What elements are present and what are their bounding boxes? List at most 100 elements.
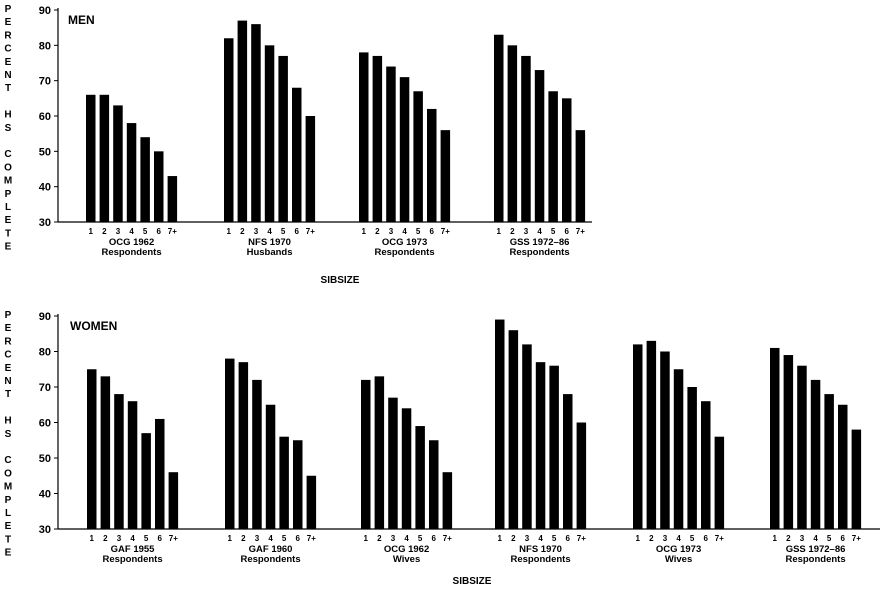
x-tick-label: 2	[375, 227, 380, 236]
x-tick-label: 1	[636, 534, 641, 543]
x-tick-label: 1	[228, 534, 233, 543]
y-axis-label-char: O	[4, 468, 12, 479]
y-tick-label: 90	[39, 311, 51, 323]
bar	[114, 394, 124, 529]
x-tick-label: 6	[566, 534, 571, 543]
x-tick-label: 7+	[441, 227, 450, 236]
x-tick-label: 3	[389, 227, 394, 236]
bar	[562, 98, 572, 222]
x-tick-label: 2	[510, 227, 515, 236]
bar	[401, 408, 412, 529]
bar	[714, 436, 725, 529]
bar	[386, 66, 396, 223]
x-tick-label: 5	[551, 227, 556, 236]
bar	[278, 55, 288, 222]
y-axis-label-char: T	[5, 389, 11, 400]
bar	[442, 472, 453, 529]
x-tick-label: 6	[296, 534, 301, 543]
x-tick-label: 5	[144, 534, 149, 543]
series-sublabel: Respondents	[509, 247, 569, 258]
bar	[797, 365, 807, 529]
x-tick-label: 1	[362, 227, 367, 236]
series-sublabel: Respondents	[374, 247, 434, 258]
bar	[167, 176, 178, 222]
x-tick-label: 6	[565, 227, 570, 236]
y-axis-label-char: E	[5, 548, 12, 559]
x-tick-label: 5	[418, 534, 423, 543]
series-sublabel: Respondents	[101, 247, 161, 258]
bar	[168, 472, 179, 529]
bar	[494, 34, 504, 222]
x-tick-label: 2	[241, 534, 246, 543]
bar	[535, 362, 546, 529]
bar	[126, 123, 137, 222]
x-tick-label: 5	[827, 534, 832, 543]
x-tick-label: 2	[786, 534, 791, 543]
y-axis-label-char: M	[4, 482, 12, 493]
x-tick-label: 2	[377, 534, 382, 543]
series-label: GSS 1972–86	[786, 544, 846, 555]
x-tick-label: 1	[227, 227, 232, 236]
y-axis-label-char: H	[4, 416, 11, 427]
x-tick-label: 1	[364, 534, 369, 543]
y-axis-label-char: E	[5, 323, 12, 334]
y-axis-label-char: T	[5, 228, 11, 239]
series-sublabel: Husbands	[247, 247, 293, 258]
y-axis-label-char: P	[5, 310, 12, 321]
x-tick-label: 7+	[169, 534, 178, 543]
y-tick-label: 90	[39, 5, 51, 17]
series-label: GAF 1955	[111, 544, 156, 555]
bar	[673, 369, 684, 529]
bar	[359, 52, 369, 223]
bar	[507, 45, 518, 223]
y-axis-label-char: T	[5, 534, 11, 545]
series-label: GAF 1960	[249, 544, 293, 555]
y-axis-label-char: R	[4, 30, 12, 41]
bar	[851, 429, 862, 529]
y-tick-label: 50	[39, 146, 51, 158]
bar	[155, 418, 165, 529]
bar	[225, 358, 235, 529]
y-tick-label: 30	[39, 217, 51, 229]
x-tick-label: 1	[89, 227, 94, 236]
bar	[548, 91, 558, 223]
y-axis-label-char: N	[4, 376, 11, 387]
x-tick-label: 7+	[852, 534, 861, 543]
y-tick-label: 60	[39, 111, 51, 123]
x-tick-label: 4	[130, 534, 135, 543]
x-tick-label: 5	[690, 534, 695, 543]
series-sublabel: Wives	[665, 554, 692, 565]
y-tick-label: 30	[39, 524, 51, 536]
x-tick-label: 4	[538, 534, 543, 543]
x-tick-label: 6	[430, 227, 435, 236]
x-axis-label: SIBSIZE	[453, 576, 492, 587]
y-axis-label-char: R	[4, 336, 12, 347]
bar	[549, 365, 559, 529]
bar	[305, 116, 316, 222]
bar	[372, 55, 383, 222]
bar	[575, 130, 586, 222]
y-axis-label-char: C	[4, 149, 11, 160]
bar	[576, 422, 587, 529]
bar	[660, 351, 670, 529]
x-tick-label: 3	[116, 227, 121, 236]
bar	[154, 151, 164, 222]
x-tick-label: 3	[800, 534, 805, 543]
bar	[388, 397, 398, 529]
bar	[361, 379, 371, 529]
bar	[687, 387, 697, 529]
y-axis-label-char: O	[4, 162, 12, 173]
x-tick-label: 3	[254, 227, 259, 236]
series-sublabel: Wives	[393, 554, 420, 565]
bar	[127, 401, 138, 529]
series-label: OCG 1973	[382, 237, 427, 248]
y-axis-label-char: L	[5, 508, 11, 519]
x-tick-label: 5	[552, 534, 557, 543]
bar	[495, 319, 505, 529]
bar	[413, 91, 423, 223]
x-tick-label: 3	[525, 534, 530, 543]
